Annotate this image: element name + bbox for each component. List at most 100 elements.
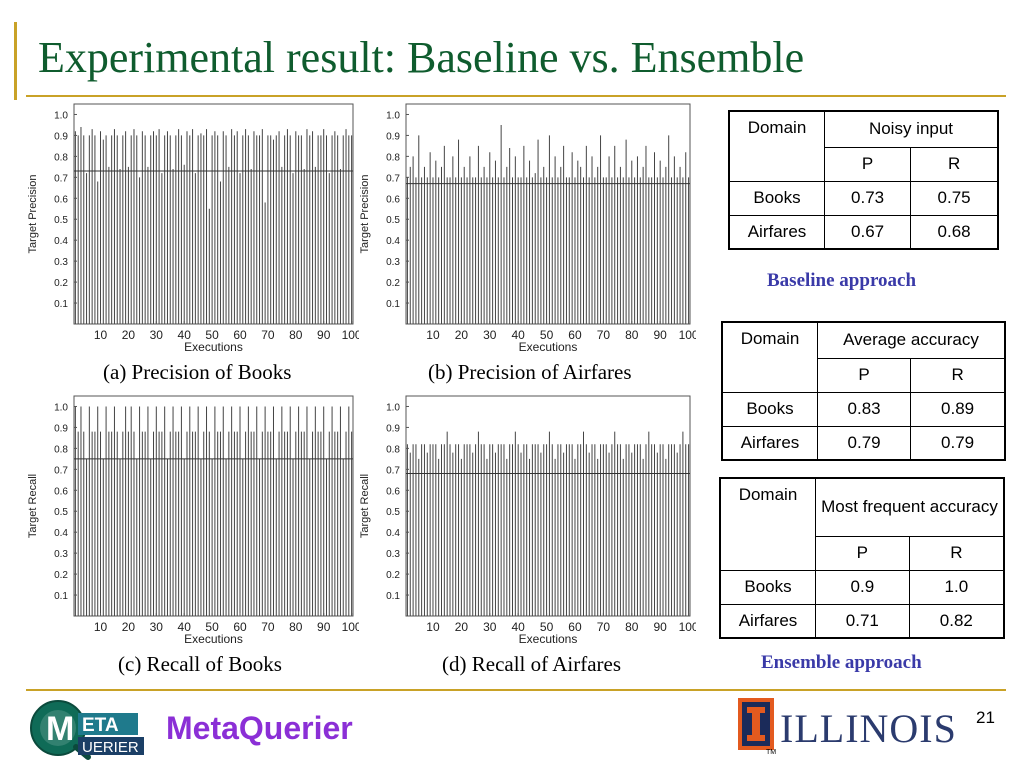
caption-recall-airfares: (d) Recall of Airfares [442,652,622,676]
y-tick-label: 1.0 [386,110,400,121]
table-noisy-input: Domain Noisy input P R Books 0.73 0.75 A… [728,110,999,250]
table-group-header: Average accuracy [817,321,1006,359]
table-header-p: P [816,357,912,393]
table-header-domain: Domain [721,321,818,393]
baseline-approach-label: Baseline approach [767,270,917,291]
table-cell: 0.75 [910,180,999,216]
slide-title: Experimental result: Baseline vs. Ensemb… [38,33,805,82]
x-tick-label: 40 [512,328,526,342]
logo-text-top: ETA [82,715,119,736]
table-header-domain: Domain [728,110,825,182]
y-tick-label: 0.1 [386,591,400,602]
x-tick-label: 30 [483,620,497,634]
x-tick-label: 60 [233,620,247,634]
table-cell: Airfares [721,425,818,461]
x-tick-label: 50 [540,620,554,634]
x-tick-label: 20 [122,620,136,634]
table-cell: 0.83 [816,391,912,427]
table-header-p: P [823,146,912,182]
table-header-r: R [910,357,1006,393]
chart-recall-airfares: 0.1 0.2 0.3 0.4 0.5 0.6 0.7 0.8 0.9 1.0 10 20 30 40 50… [359,395,696,646]
y-axis-label: Target Recall [359,474,371,538]
y-tick-label: 1.0 [386,402,400,413]
x-axis-label: Executions [184,340,243,354]
table-cell: 0.71 [815,603,910,639]
y-tick-label: 0.4 [386,528,400,539]
table-cell: Books [719,569,816,605]
x-tick-label: 70 [597,328,611,342]
y-tick-label: 0.8 [386,152,400,163]
x-tick-label: 100 [342,328,359,342]
x-tick-label: 30 [150,328,164,342]
x-tick-label: 20 [455,620,469,634]
table-cell: Books [728,180,825,216]
y-tick-label: 0.4 [54,528,68,539]
x-tick-label: 10 [94,328,108,342]
illinois-wordmark: ILLINOIS [780,706,957,751]
y-axis-label: Target Precision [27,175,39,254]
y-tick-label: 0.4 [54,236,68,247]
x-axis-label: Executions [519,340,578,354]
caption-precision-airfares: (b) Precision of Airfares [428,360,632,384]
y-tick-label: 0.6 [54,194,68,205]
chart-recall-books: 0.1 0.2 0.3 0.4 0.5 0.6 0.7 0.8 0.9 1.0 10 20 30 40 50… [27,395,359,646]
x-tick-label: 70 [597,620,611,634]
caption-precision-books: (a) Precision of Books [103,360,292,384]
x-tick-label: 80 [289,620,303,634]
y-tick-label: 0.9 [386,423,400,434]
x-tick-label: 30 [483,328,497,342]
table-cell: 0.9 [815,569,910,605]
svg-text:M: M [46,710,74,748]
bottom-rule [26,689,1006,691]
y-tick-label: 0.6 [386,194,400,205]
y-tick-label: 0.9 [54,423,68,434]
x-tick-label: 70 [261,620,275,634]
y-tick-label: 0.9 [386,131,400,142]
logo-text-bottom: UERIER [82,739,139,756]
y-tick-label: 0.2 [54,278,68,289]
ensemble-approach-label: Ensemble approach [761,652,922,673]
y-tick-label: 0.5 [54,507,68,518]
chart-precision-books: 0.1 0.2 0.3 0.4 0.5 0.6 0.7 0.8 0.9 1.0 10 20 30 40 50… [27,103,359,354]
brand-name: MetaQuerier [166,710,353,746]
x-axis-label: Executions [184,632,243,646]
table-cell: Airfares [728,214,825,250]
y-tick-label: 0.3 [386,549,400,560]
y-tick-label: 0.3 [54,549,68,560]
x-tick-label: 60 [233,328,247,342]
page-number: 21 [976,708,995,727]
plot-frame [73,103,354,325]
x-tick-label: 50 [205,620,219,634]
table-group-header: Most frequent accuracy [815,477,1005,537]
y-tick-label: 0.8 [54,444,68,455]
x-tick-label: 60 [568,620,582,634]
trademark-mark: TM [766,749,777,756]
x-tick-label: 90 [317,620,331,634]
y-tick-label: 0.3 [54,257,68,268]
x-tick-label: 10 [94,620,108,634]
y-tick-label: 0.7 [386,465,400,476]
x-tick-label: 90 [654,620,668,634]
table-header-r: R [910,146,999,182]
y-tick-label: 0.9 [54,131,68,142]
x-tick-label: 100 [679,620,696,634]
caption-recall-books: (c) Recall of Books [118,652,282,676]
y-tick-label: 0.2 [386,570,400,581]
y-tick-label: 0.5 [54,215,68,226]
table-cell: 0.82 [908,603,1005,639]
x-tick-label: 70 [261,328,275,342]
x-tick-label: 10 [426,328,440,342]
table-cell: 0.89 [910,391,1006,427]
y-tick-label: 0.8 [54,152,68,163]
table-most-frequent-accuracy: Domain Most frequent accuracy P R Books … [719,477,1005,639]
chart-precision-airfares: 0.1 0.2 0.3 0.4 0.5 0.6 0.7 0.8 0.9 1.0 10 20 30 40 50… [359,103,696,354]
y-axis-label: Target Precision [359,175,371,254]
y-tick-label: 0.1 [54,591,68,602]
table-group-header: Noisy input [824,110,999,148]
y-tick-label: 0.6 [386,486,400,497]
y-tick-label: 1.0 [54,402,68,413]
table-header-domain: Domain [719,477,816,571]
top-rule [26,95,1006,97]
y-tick-label: 0.5 [386,215,400,226]
table-cell: 0.68 [910,214,999,250]
